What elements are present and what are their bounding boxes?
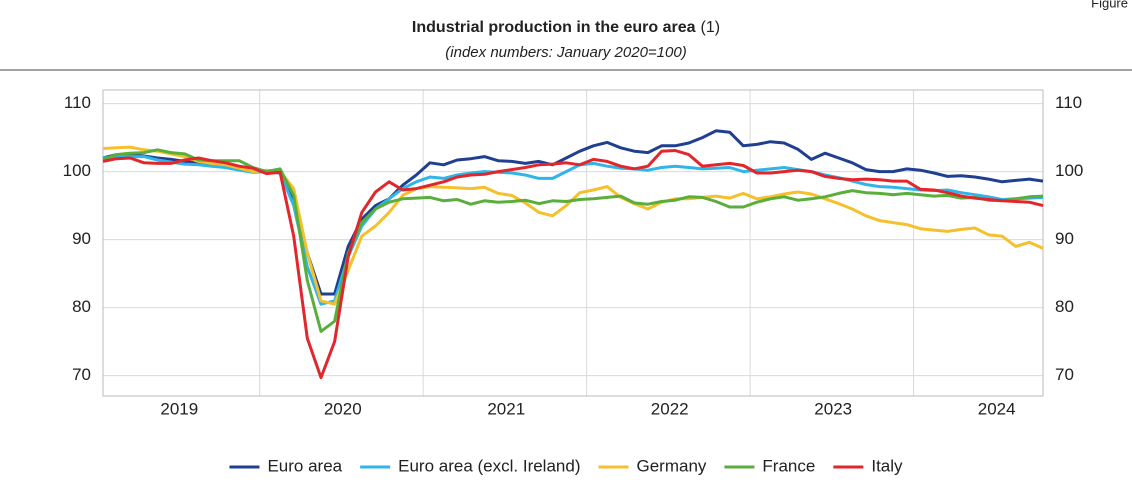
chart-title: Industrial production in the euro area (1… (412, 19, 720, 36)
series-line (102, 129, 1044, 296)
title: Industrial production in the euro area (412, 19, 696, 36)
legend-label: Italy (871, 456, 903, 475)
y-tick-label: 80 (72, 297, 91, 316)
x-tick-label: 2020 (324, 399, 362, 418)
y2-tick-label: 80 (1055, 297, 1074, 316)
x-tick-label: 2021 (487, 399, 525, 418)
y-tick-label: 70 (72, 365, 91, 384)
y2-tick-label: 100 (1055, 161, 1083, 180)
legend-label: France (762, 456, 815, 475)
title-note: (1) (701, 19, 721, 36)
legend-label: Euro area (267, 456, 342, 475)
series-line (102, 155, 1044, 306)
legend-label: Germany (637, 456, 707, 475)
x-tick-label: 2019 (160, 399, 198, 418)
y-tick-label: 100 (63, 161, 91, 180)
subtitle: (index numbers: January 2020=100) (445, 44, 686, 61)
series-line (102, 149, 1044, 380)
y2-tick-label: 70 (1055, 365, 1074, 384)
plot-frame (102, 89, 1044, 397)
y2-tick-label: 90 (1055, 229, 1074, 248)
series-line (102, 148, 1044, 333)
corner-label: Figure (1091, 0, 1128, 10)
y2-tick-label: 110 (1055, 93, 1082, 112)
y-tick-label: 90 (72, 229, 91, 248)
x-tick-label: 2024 (978, 399, 1016, 418)
x-tick-label: 2022 (651, 399, 689, 418)
legend-label: Euro area (excl. Ireland) (398, 456, 580, 475)
x-tick-label: 2023 (814, 399, 852, 418)
y-tick-label: 110 (64, 93, 91, 112)
